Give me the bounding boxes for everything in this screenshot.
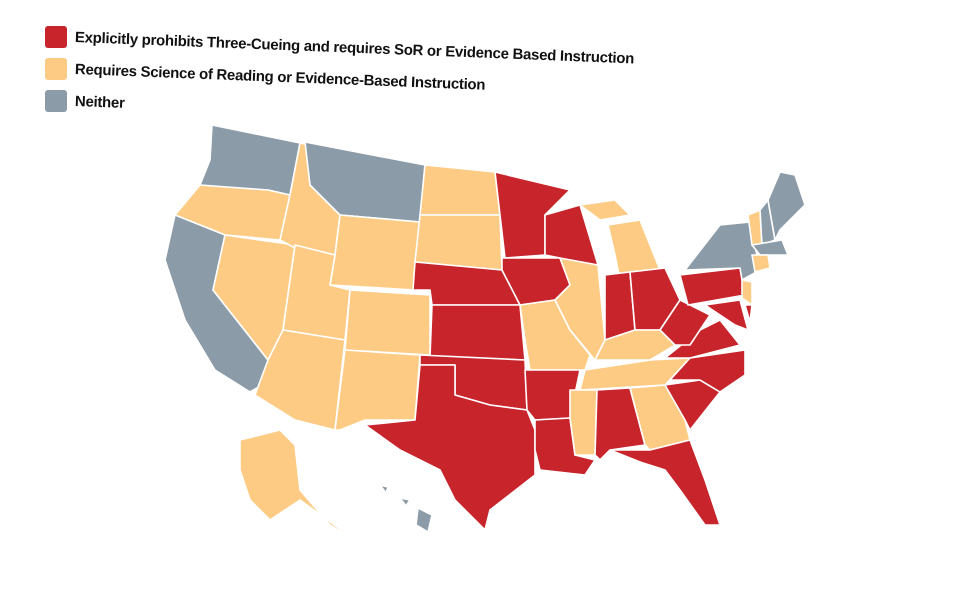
legend-label: Explicitly prohibits Three-Cueing and re… <box>75 29 635 67</box>
state <box>379 484 389 494</box>
state <box>579 199 631 221</box>
state <box>199 124 301 196</box>
state <box>344 289 431 356</box>
state <box>554 257 606 361</box>
state <box>609 439 721 526</box>
state <box>239 429 356 541</box>
state <box>744 304 753 323</box>
states <box>164 124 806 541</box>
state <box>364 364 536 531</box>
state <box>414 214 503 271</box>
state <box>415 507 433 533</box>
state <box>419 164 501 216</box>
state <box>664 379 721 431</box>
state <box>254 329 346 431</box>
state <box>399 497 411 507</box>
state <box>329 214 421 291</box>
state <box>741 279 753 306</box>
legend: Explicitly prohibits Three-Cueing and re… <box>45 26 634 112</box>
legend-label: Neither <box>75 93 126 112</box>
state <box>704 299 749 331</box>
state <box>767 171 806 241</box>
state <box>429 304 526 361</box>
legend-swatch <box>45 90 67 112</box>
state <box>569 389 598 456</box>
legend-label: Requires Science of Reading or Evidence-… <box>75 61 486 94</box>
state <box>659 299 711 346</box>
state <box>679 267 746 306</box>
state <box>334 349 421 431</box>
state <box>751 254 771 273</box>
legend-swatch <box>45 26 67 48</box>
legend-swatch <box>45 58 67 80</box>
state <box>751 239 789 256</box>
